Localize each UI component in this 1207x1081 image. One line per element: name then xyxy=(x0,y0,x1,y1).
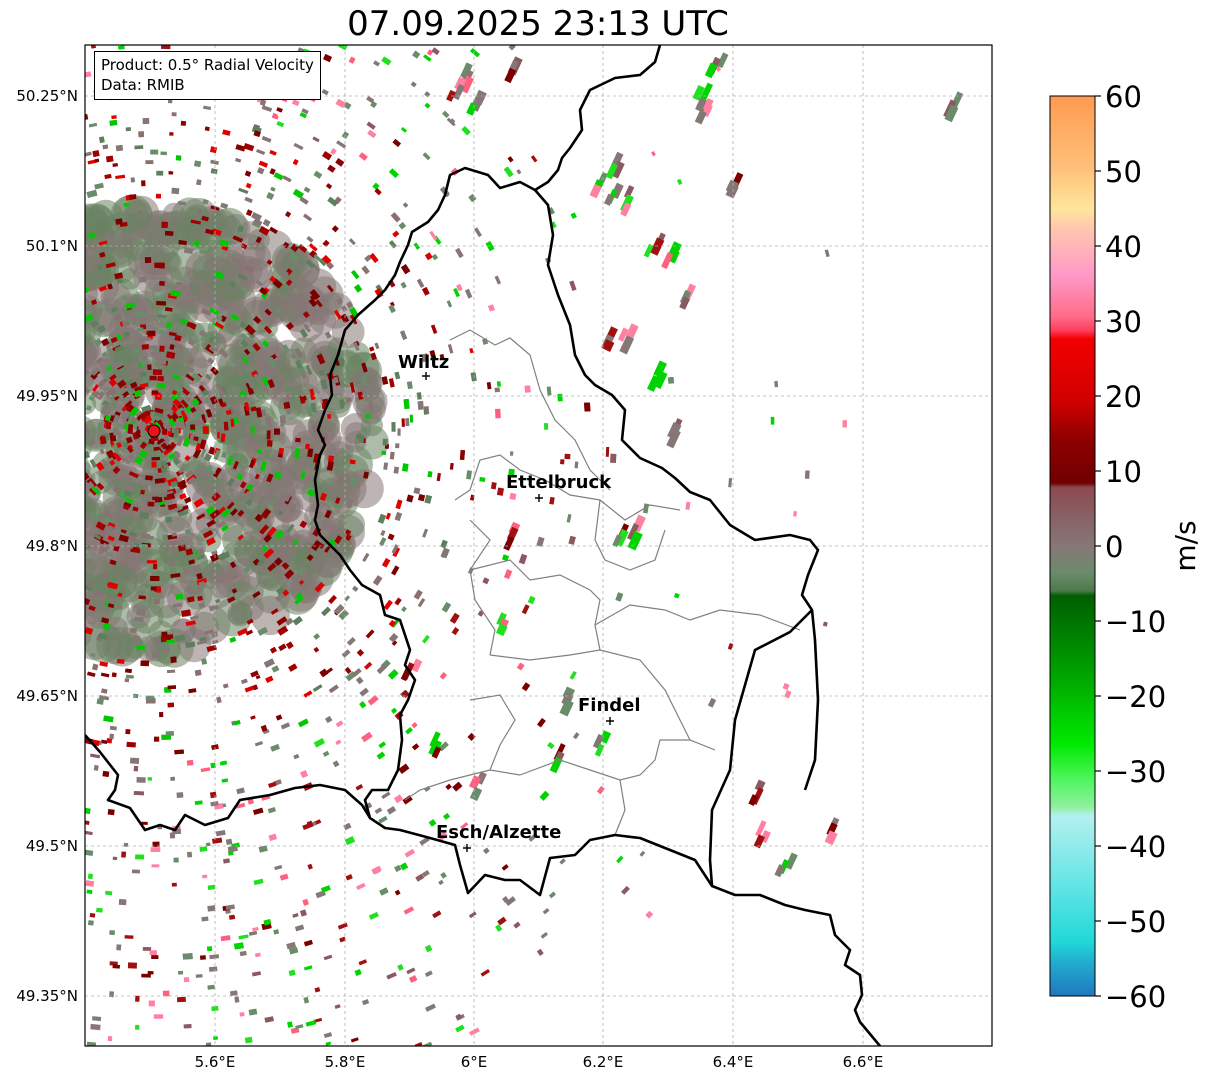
lat-label: 50.1°N xyxy=(26,237,78,255)
colorbar-tick-label: −60 xyxy=(1105,980,1166,1014)
lat-label: 49.8°N xyxy=(26,537,78,555)
colorbar-tick-label: 20 xyxy=(1105,380,1142,414)
country-borders xyxy=(85,45,881,1046)
lat-label: 50.25°N xyxy=(16,87,78,105)
lon-label: 6.6°E xyxy=(843,1053,884,1071)
colorbar-tick-label: 40 xyxy=(1105,230,1142,264)
longitude-labels: 5.6°E 5.8°E 6°E 6.2°E 6.4°E 6.6°E xyxy=(195,1053,884,1071)
city-wiltz: Wiltz xyxy=(398,352,449,380)
lon-label: 5.8°E xyxy=(325,1053,366,1071)
colorbar-tick-label: −30 xyxy=(1105,755,1166,789)
city-label: Ettelbruck xyxy=(506,472,612,493)
colorbar-ticks xyxy=(1095,95,1101,997)
lon-label: 6.4°E xyxy=(713,1053,754,1071)
city-esch-alzette: Esch/Alzette xyxy=(436,822,561,852)
colorbar-tick-label: −40 xyxy=(1105,830,1166,864)
lon-label: 5.6°E xyxy=(195,1053,236,1071)
city-label: Findel xyxy=(578,695,641,716)
product-info-box: Product: 0.5° Radial Velocity Data: RMIB xyxy=(94,51,321,100)
radar-site-icon xyxy=(147,424,161,438)
gridlines xyxy=(85,45,992,1046)
colorbar-tick-label: 30 xyxy=(1105,305,1142,339)
city-marker-icon xyxy=(463,844,471,852)
city-ettelbruck: Ettelbruck xyxy=(506,472,612,502)
data-source-label: Data: RMIB xyxy=(101,76,185,94)
colorbar-tick-label: −20 xyxy=(1105,680,1166,714)
product-label: Product: 0.5° Radial Velocity xyxy=(101,56,314,74)
city-markers: Wiltz Ettelbruck Findel Esch/Alzette xyxy=(398,352,641,852)
lon-label: 6°E xyxy=(461,1053,488,1071)
colorbar-tick-label: 50 xyxy=(1105,155,1142,189)
city-label: Wiltz xyxy=(398,352,449,373)
city-label: Esch/Alzette xyxy=(436,822,561,843)
city-marker-icon xyxy=(422,372,430,380)
latitude-labels: 50.25°N 50.1°N 49.95°N 49.8°N 49.65°N 49… xyxy=(16,87,78,1005)
colorbar-unit-label: m/s xyxy=(1169,520,1202,571)
lat-label: 49.95°N xyxy=(16,387,78,405)
colorbar-tick-label: 60 xyxy=(1105,80,1142,114)
plot-frame xyxy=(84,44,993,1047)
radar-echo-layer xyxy=(85,45,964,1046)
map-title: 07.09.2025 23:13 UTC xyxy=(347,4,729,44)
colorbar-tick-label: −10 xyxy=(1105,605,1166,639)
colorbar-tick-label: 10 xyxy=(1105,455,1142,489)
colorbar: 60 50 40 30 20 10 0 −10 −20 −30 −40 −50 … xyxy=(1049,80,1202,1014)
city-findel: Findel xyxy=(578,695,641,725)
colorbar-tick-label: 0 xyxy=(1105,530,1123,564)
lat-label: 49.35°N xyxy=(16,987,78,1005)
city-marker-icon xyxy=(606,717,614,725)
colorbar-tick-label: −50 xyxy=(1105,905,1166,939)
lat-label: 49.5°N xyxy=(26,837,78,855)
lat-label: 49.65°N xyxy=(16,687,78,705)
colorbar-scale xyxy=(1049,95,1096,997)
lon-label: 6.2°E xyxy=(583,1053,624,1071)
city-marker-icon xyxy=(535,494,543,502)
canton-borders xyxy=(404,329,801,836)
